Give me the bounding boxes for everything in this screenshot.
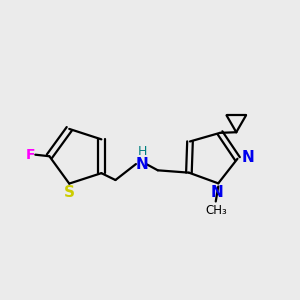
Text: F: F [26, 148, 36, 162]
Text: N: N [210, 185, 223, 200]
Text: CH₃: CH₃ [205, 204, 226, 217]
Text: N: N [136, 157, 148, 172]
Text: H: H [137, 146, 147, 158]
Text: N: N [241, 150, 254, 165]
Text: S: S [64, 185, 75, 200]
